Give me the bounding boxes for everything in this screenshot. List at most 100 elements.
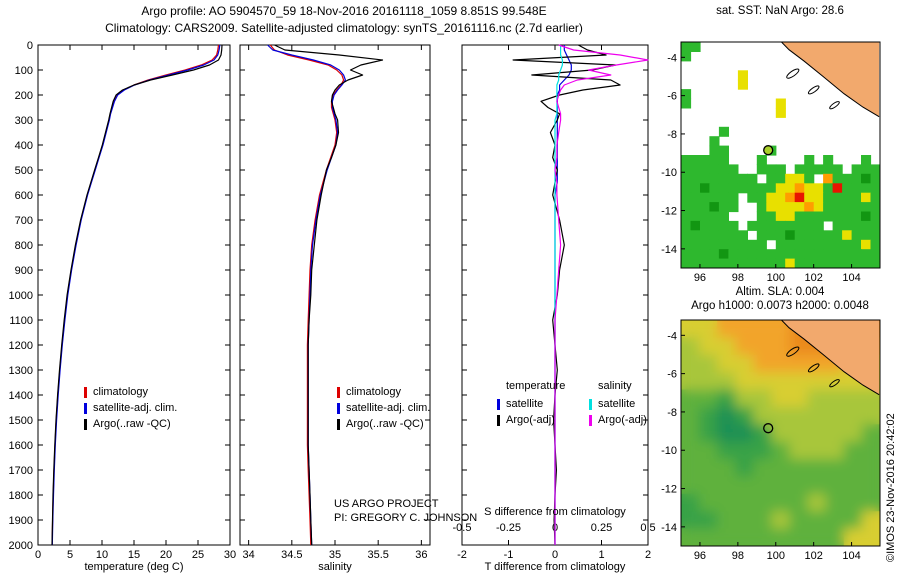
svg-text:98: 98 bbox=[732, 550, 744, 562]
legend-label: satellite-adj. clim. bbox=[93, 402, 178, 414]
svg-text:-10: -10 bbox=[661, 445, 677, 457]
svg-text:35: 35 bbox=[329, 549, 341, 561]
legend-item: satellite-adj. clim. bbox=[337, 400, 430, 416]
svg-text:-2: -2 bbox=[457, 549, 467, 561]
legend-item: climatology bbox=[84, 384, 177, 400]
legend-header: temperature bbox=[506, 380, 566, 392]
legend-item: Argo(..raw -QC) bbox=[337, 416, 430, 432]
diff-salinity-legend: salinity satellite Argo(-adj) bbox=[589, 380, 647, 428]
t-difference-axis-label: T difference from climatology bbox=[484, 561, 626, 573]
salinity-axis-label: salinity bbox=[318, 561, 352, 573]
s-difference-axis-label: S difference from climatology bbox=[484, 506, 626, 518]
legend-label: satellite bbox=[598, 398, 636, 410]
legend-label: Argo(-adj) bbox=[506, 414, 555, 426]
legend-label: Argo(-adj) bbox=[598, 414, 647, 426]
svg-text:600: 600 bbox=[15, 190, 33, 202]
climatology-line-swatch bbox=[337, 386, 340, 398]
satellite-adj-line-swatch bbox=[337, 402, 340, 414]
svg-text:1700: 1700 bbox=[9, 465, 33, 477]
svg-text:102: 102 bbox=[804, 272, 822, 284]
copyright-credit: ©IMOS 23-Nov-2016 20:42:02 bbox=[885, 413, 897, 562]
svg-text:-4: -4 bbox=[667, 52, 677, 64]
climatology-line-swatch bbox=[84, 386, 87, 398]
svg-text:30: 30 bbox=[224, 549, 236, 561]
svg-text:35.5: 35.5 bbox=[367, 549, 388, 561]
legend-label: climatology bbox=[93, 386, 149, 398]
svg-text:1000: 1000 bbox=[9, 290, 33, 302]
project-note-line1: US ARGO PROJECT bbox=[334, 498, 439, 510]
satellite-s-line-swatch bbox=[589, 398, 592, 410]
sla-title-line1: Altim. SLA: 0.004 bbox=[735, 286, 825, 298]
legend-label: climatology bbox=[346, 386, 402, 398]
svg-text:1600: 1600 bbox=[9, 440, 33, 452]
legend-item: satellite bbox=[589, 396, 647, 412]
svg-text:300: 300 bbox=[15, 115, 33, 127]
svg-text:800: 800 bbox=[15, 240, 33, 252]
svg-text:104: 104 bbox=[842, 272, 860, 284]
argo-line-swatch bbox=[337, 418, 340, 430]
svg-text:0.5: 0.5 bbox=[640, 522, 655, 534]
svg-text:1400: 1400 bbox=[9, 390, 33, 402]
legend-label: Argo(..raw -QC) bbox=[93, 418, 171, 430]
legend-item: satellite bbox=[497, 396, 565, 412]
svg-text:-14: -14 bbox=[661, 522, 677, 534]
legend-header: salinity bbox=[598, 380, 632, 392]
svg-text:-0.5: -0.5 bbox=[453, 522, 472, 534]
svg-text:15: 15 bbox=[128, 549, 140, 561]
satellite-adj-line-swatch bbox=[84, 402, 87, 414]
sst-map-title: sat. SST: NaN Argo: 28.6 bbox=[716, 5, 844, 17]
svg-text:34: 34 bbox=[243, 549, 255, 561]
svg-text:34.5: 34.5 bbox=[281, 549, 302, 561]
svg-text:0: 0 bbox=[35, 549, 41, 561]
svg-text:1100: 1100 bbox=[9, 315, 33, 327]
svg-text:20: 20 bbox=[160, 549, 172, 561]
svg-text:98: 98 bbox=[732, 272, 744, 284]
svg-text:500: 500 bbox=[15, 165, 33, 177]
temperature-legend: climatology satellite-adj. clim. Argo(..… bbox=[84, 384, 177, 432]
svg-text:-0.25: -0.25 bbox=[496, 522, 521, 534]
svg-text:200: 200 bbox=[15, 90, 33, 102]
svg-text:1300: 1300 bbox=[9, 365, 33, 377]
svg-text:36: 36 bbox=[415, 549, 427, 561]
satellite-t-line-swatch bbox=[497, 398, 500, 410]
svg-text:-10: -10 bbox=[661, 167, 677, 179]
svg-text:2000: 2000 bbox=[9, 540, 33, 552]
svg-text:1900: 1900 bbox=[9, 515, 33, 527]
svg-text:1200: 1200 bbox=[9, 340, 33, 352]
svg-text:100: 100 bbox=[15, 65, 33, 77]
svg-text:-6: -6 bbox=[667, 369, 677, 381]
salinity-legend: climatology satellite-adj. clim. Argo(..… bbox=[337, 384, 430, 432]
svg-text:-12: -12 bbox=[661, 484, 677, 496]
svg-text:-14: -14 bbox=[661, 244, 677, 256]
svg-text:900: 900 bbox=[15, 265, 33, 277]
svg-text:400: 400 bbox=[15, 140, 33, 152]
legend-item: satellite-adj. clim. bbox=[84, 400, 177, 416]
figure-title-line1: Argo profile: AO 5904570_59 18-Nov-2016 … bbox=[141, 4, 547, 18]
legend-label: satellite bbox=[506, 398, 544, 410]
svg-text:5: 5 bbox=[67, 549, 73, 561]
svg-text:-1: -1 bbox=[504, 549, 514, 561]
svg-text:0: 0 bbox=[552, 549, 558, 561]
legend-item: Argo(..raw -QC) bbox=[84, 416, 177, 432]
svg-text:2: 2 bbox=[645, 549, 651, 561]
svg-text:-12: -12 bbox=[661, 206, 677, 218]
svg-text:-8: -8 bbox=[667, 407, 677, 419]
svg-text:1800: 1800 bbox=[9, 490, 33, 502]
svg-text:700: 700 bbox=[15, 215, 33, 227]
legend-label: satellite-adj. clim. bbox=[346, 402, 431, 414]
sla-title-line2: Argo h1000: 0.0073 h2000: 0.0048 bbox=[691, 300, 869, 312]
svg-text:96: 96 bbox=[694, 272, 706, 284]
svg-text:100: 100 bbox=[767, 550, 785, 562]
legend-item: Argo(-adj) bbox=[589, 412, 647, 428]
svg-text:1500: 1500 bbox=[9, 415, 33, 427]
legend-item: Argo(-adj) bbox=[497, 412, 565, 428]
svg-text:-4: -4 bbox=[667, 330, 677, 342]
svg-text:0: 0 bbox=[27, 40, 33, 52]
svg-text:104: 104 bbox=[842, 550, 860, 562]
figure-title-line2: Climatology: CARS2009. Satellite-adjuste… bbox=[105, 21, 583, 35]
project-note-line2: PI: GREGORY C. JOHNSON bbox=[334, 512, 478, 524]
svg-text:-8: -8 bbox=[667, 129, 677, 141]
legend-item: climatology bbox=[337, 384, 430, 400]
